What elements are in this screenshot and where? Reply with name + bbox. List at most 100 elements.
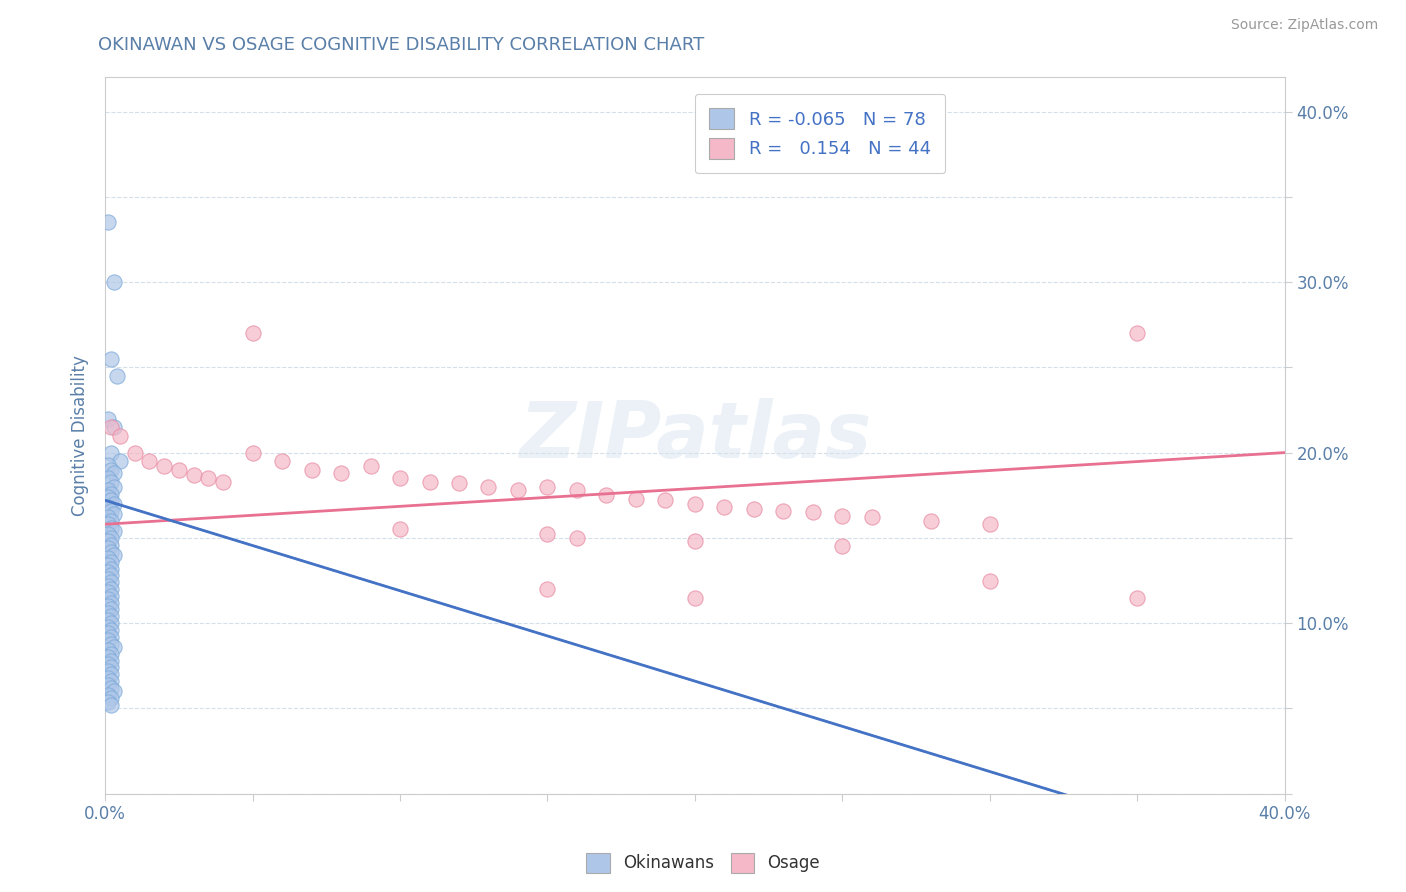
Point [100, 681, 122, 695]
Text: Source: ZipAtlas.com: Source: ZipAtlas.com [1230, 18, 1378, 32]
Legend: R = -0.065   N = 78, R =   0.154   N = 44: R = -0.065 N = 78, R = 0.154 N = 44 [695, 94, 945, 173]
Point [536, 582, 558, 596]
Point [360, 459, 382, 474]
Point [100, 445, 122, 459]
Point [97, 592, 120, 607]
Point [97, 565, 120, 579]
Point [100, 602, 122, 616]
Point [565, 531, 588, 545]
Point [97, 483, 120, 497]
Point [100, 493, 122, 508]
Point [103, 684, 125, 698]
Point [197, 471, 219, 485]
Point [97, 558, 120, 573]
Y-axis label: Cognitive Disability: Cognitive Disability [72, 355, 89, 516]
Point [97, 633, 120, 648]
Point [831, 508, 853, 523]
Point [97, 695, 120, 709]
Point [97, 671, 120, 685]
Point [103, 507, 125, 521]
Point [105, 368, 128, 383]
Point [103, 497, 125, 511]
Point [100, 575, 122, 590]
Point [97, 619, 120, 633]
Point [100, 637, 122, 651]
Point [103, 524, 125, 538]
Text: OKINAWAN VS OSAGE COGNITIVE DISABILITY CORRELATION CHART: OKINAWAN VS OSAGE COGNITIVE DISABILITY C… [98, 36, 704, 54]
Point [97, 517, 120, 532]
Point [138, 454, 160, 468]
Point [103, 548, 125, 562]
Point [100, 647, 122, 661]
Point [100, 660, 122, 674]
Point [167, 463, 190, 477]
Point [103, 480, 125, 494]
Point [100, 420, 122, 434]
Point [920, 514, 942, 528]
Point [389, 471, 412, 485]
Point [97, 551, 120, 566]
Point [683, 534, 706, 549]
Point [97, 688, 120, 702]
Point [97, 215, 120, 229]
Point [103, 466, 125, 480]
Point [97, 527, 120, 541]
Point [97, 599, 120, 613]
Point [100, 674, 122, 689]
Text: ZIPatlas: ZIPatlas [519, 398, 870, 474]
Point [831, 540, 853, 554]
Point [97, 500, 120, 515]
Point [212, 475, 235, 489]
Point [1126, 326, 1149, 341]
Point [100, 351, 122, 366]
Point [683, 497, 706, 511]
Point [536, 480, 558, 494]
Point [100, 463, 122, 477]
Point [860, 510, 883, 524]
Point [624, 491, 647, 506]
Point [100, 582, 122, 596]
Point [1126, 591, 1149, 605]
Point [271, 454, 294, 468]
Point [595, 488, 617, 502]
Point [97, 458, 120, 472]
Point [153, 459, 176, 474]
Point [330, 466, 353, 480]
Point [389, 522, 412, 536]
Point [97, 471, 120, 485]
Point [418, 475, 440, 489]
Point [100, 589, 122, 603]
Point [100, 568, 122, 582]
Point [100, 555, 122, 569]
Point [979, 574, 1001, 588]
Point [97, 606, 120, 620]
Point [97, 664, 120, 678]
Point [536, 527, 558, 541]
Point [108, 454, 131, 468]
Point [100, 538, 122, 552]
Point [100, 503, 122, 517]
Point [242, 445, 264, 459]
Point [100, 609, 122, 624]
Point [979, 517, 1001, 532]
Point [742, 501, 765, 516]
Point [103, 275, 125, 289]
Point [801, 505, 824, 519]
Point [183, 467, 205, 482]
Point [124, 445, 146, 459]
Point [447, 476, 470, 491]
Point [100, 475, 122, 489]
Point [654, 493, 676, 508]
Point [100, 691, 122, 706]
Point [97, 510, 120, 524]
Point [772, 503, 794, 517]
Legend: Okinawans, Osage: Okinawans, Osage [579, 847, 827, 880]
Point [97, 626, 120, 640]
Point [108, 428, 131, 442]
Point [100, 654, 122, 668]
Point [100, 596, 122, 610]
Point [97, 534, 120, 549]
Point [100, 667, 122, 681]
Point [301, 463, 323, 477]
Point [97, 411, 120, 425]
